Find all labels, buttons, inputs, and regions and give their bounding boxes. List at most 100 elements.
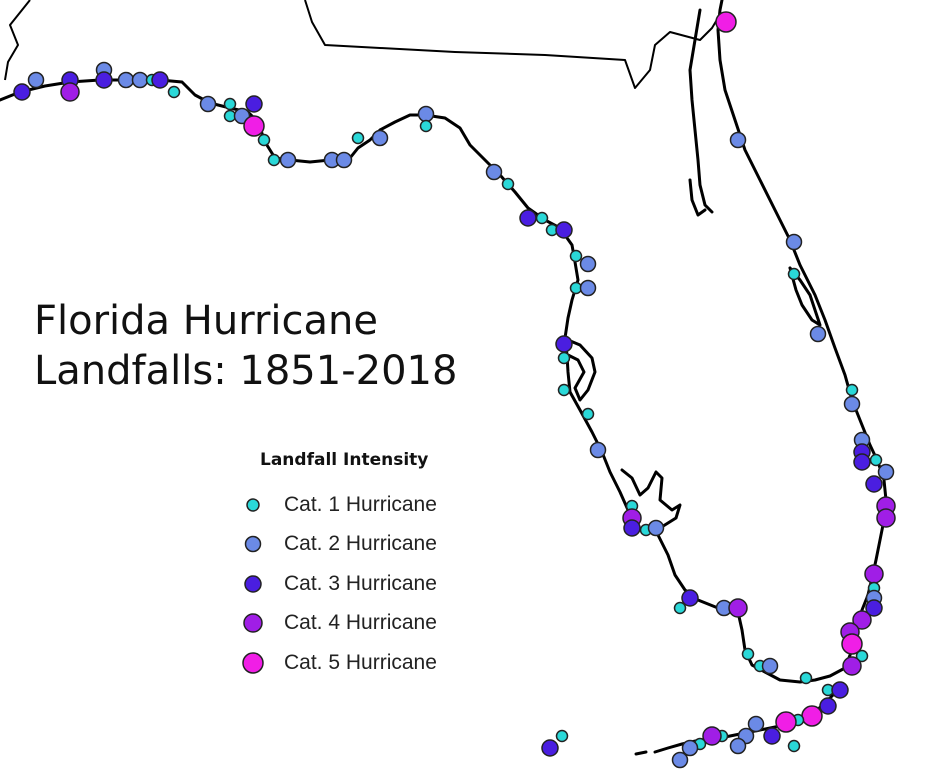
landfall-marker-cat2 — [371, 129, 389, 147]
landfall-marker-cat2 — [729, 131, 747, 149]
landfall-marker-cat4 — [876, 508, 896, 528]
landfall-marker-cat2 — [335, 151, 353, 169]
landfall-marker-cat1 — [741, 647, 755, 661]
landfall-marker-cat1 — [167, 85, 181, 99]
landfall-marker-cat1 — [257, 133, 271, 147]
landfall-marker-cat1 — [555, 729, 569, 743]
legend-item-cat1: Cat. 1 Hurricane — [236, 485, 496, 525]
landfall-marker-cat2 — [485, 163, 503, 181]
landfall-marker-cat3 — [763, 727, 781, 745]
dry-tortugas — [634, 750, 648, 756]
landfall-marker-cat1 — [351, 131, 365, 145]
landfall-marker-cat2 — [671, 751, 689, 769]
florida-coastline — [0, 0, 888, 684]
landfall-marker-cat4 — [728, 598, 748, 618]
landfall-marker-cat2 — [579, 279, 597, 297]
landfall-marker-cat4 — [852, 610, 872, 630]
landfall-marker-cat2 — [729, 737, 747, 755]
landfall-marker-cat2 — [131, 71, 149, 89]
landfall-marker-cat3 — [865, 475, 883, 493]
landfall-marker-cat5 — [775, 711, 797, 733]
landfall-marker-cat1 — [581, 407, 595, 421]
landfall-marker-cat2 — [843, 395, 861, 413]
landfall-marker-cat4 — [702, 726, 722, 746]
landfall-marker-cat5 — [801, 705, 823, 727]
landfall-marker-cat2 — [761, 657, 779, 675]
landfall-marker-cat1 — [855, 649, 869, 663]
landfall-marker-cat3 — [151, 71, 169, 89]
legend-label-cat4: Cat. 4 Hurricane — [284, 611, 437, 635]
cat4-marker-icon — [236, 612, 270, 634]
landfall-marker-cat2 — [417, 105, 435, 123]
landfall-marker-cat1 — [557, 351, 571, 365]
landfall-marker-cat2 — [681, 739, 699, 757]
legend-item-cat2: Cat. 2 Hurricane — [236, 525, 496, 565]
cat3-marker-icon — [236, 574, 270, 594]
landfall-marker-cat3 — [865, 599, 883, 617]
indian-river-lagoon — [688, 8, 714, 217]
landfall-marker-cat1 — [869, 453, 883, 467]
landfall-marker-cat2 — [579, 255, 597, 273]
cat5-marker-icon — [236, 651, 270, 675]
landfall-marker-cat3 — [541, 739, 559, 757]
landfall-marker-cat1 — [557, 383, 571, 397]
landfall-marker-cat1 — [799, 671, 813, 685]
landfall-marker-cat2 — [785, 233, 803, 251]
landfall-marker-cat4 — [60, 82, 80, 102]
landfall-marker-cat3 — [95, 71, 113, 89]
landfall-marker-cat2 — [117, 71, 135, 89]
landfall-marker-cat4 — [842, 656, 862, 676]
landfall-marker-cat5 — [841, 633, 863, 655]
map-title-line-2: Landfalls: 1851-2018 — [34, 348, 458, 394]
landfall-marker-cat3 — [555, 335, 573, 353]
landfall-marker-cat2 — [809, 325, 827, 343]
legend-item-cat5: Cat. 5 Hurricane — [236, 643, 496, 683]
landfall-marker-cat5 — [243, 115, 265, 137]
tampa-bay-coast — [566, 338, 597, 402]
landfall-marker-cat1 — [845, 383, 859, 397]
map-title: Florida Hurricane Landfalls: 1851-2018 — [34, 296, 514, 396]
landfall-marker-cat3 — [555, 221, 573, 239]
landfall-marker-cat3 — [831, 681, 849, 699]
landfall-marker-cat1 — [419, 119, 433, 133]
landfall-marker-cat3 — [519, 209, 537, 227]
landfall-marker-cat2 — [589, 441, 607, 459]
landfall-marker-cat3 — [819, 697, 837, 715]
landfall-marker-cat2 — [647, 519, 665, 537]
landfall-marker-cat2 — [27, 71, 45, 89]
charlotte-harbor-coast — [620, 468, 682, 530]
landfall-marker-cat3 — [853, 453, 871, 471]
landfall-marker-cat1 — [787, 739, 801, 753]
legend-label-cat1: Cat. 1 Hurricane — [284, 492, 437, 516]
landfall-marker-cat5 — [715, 11, 737, 33]
landfall-marker-cat1 — [223, 97, 237, 111]
landfall-marker-cat3 — [245, 95, 263, 113]
legend-label-cat5: Cat. 5 Hurricane — [284, 650, 437, 674]
landfall-marker-cat2 — [279, 151, 297, 169]
legend: Landfall Intensity Cat. 1 Hurricane Cat.… — [236, 450, 496, 683]
landfall-marker-cat3 — [681, 589, 699, 607]
legend-title: Landfall Intensity — [260, 450, 429, 470]
landfall-marker-cat2 — [747, 715, 765, 733]
landfall-marker-cat3 — [623, 519, 641, 537]
landfall-marker-cat2 — [199, 95, 217, 113]
landfall-markers — [13, 11, 896, 769]
landfall-marker-cat1 — [535, 211, 549, 225]
cape-canaveral-lagoon — [788, 266, 822, 327]
map-title-line-1: Florida Hurricane — [34, 298, 378, 344]
legend-item-cat3: Cat. 3 Hurricane — [236, 564, 496, 604]
landfall-marker-cat4 — [864, 564, 884, 584]
landfall-marker-cat1 — [267, 153, 281, 167]
landfall-marker-cat1 — [673, 601, 687, 615]
landfall-marker-cat3 — [13, 83, 31, 101]
legend-label-cat2: Cat. 2 Hurricane — [284, 532, 437, 556]
legend-label-cat3: Cat. 3 Hurricane — [284, 571, 437, 595]
cat2-marker-icon — [236, 534, 270, 554]
landfall-marker-cat1 — [501, 177, 515, 191]
landfall-marker-cat1 — [787, 267, 801, 281]
cat1-marker-icon — [236, 495, 270, 515]
landfall-marker-cat1 — [569, 249, 583, 263]
legend-item-cat4: Cat. 4 Hurricane — [236, 604, 496, 644]
